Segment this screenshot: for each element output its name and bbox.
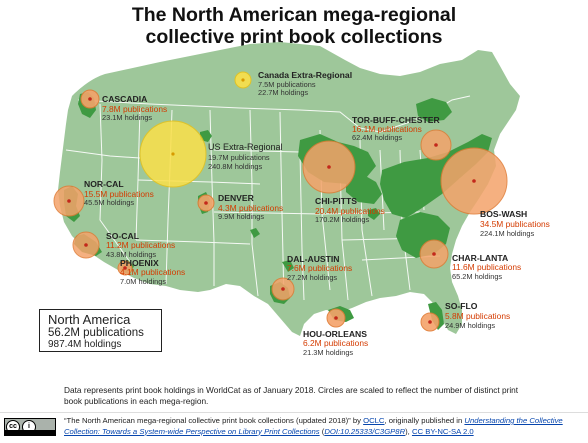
label-norcal-pubs: 15.5M publications xyxy=(84,189,154,199)
label-dalaustin-pubs: 7.6M publications xyxy=(287,263,352,273)
label-charlanta-name: CHAR-LANTA xyxy=(452,253,508,263)
label-soflo-pubs: 5.8M publications xyxy=(445,311,510,321)
map-title: The North American mega-regional collect… xyxy=(0,4,588,48)
label-tbc-holdings: 62.4M holdings xyxy=(352,133,402,142)
label-phoenix-name: PHOENIX xyxy=(120,258,159,268)
label-denver-name: DENVER xyxy=(218,193,255,203)
label-chipitts-name: CHI-PITTS xyxy=(315,196,357,206)
label-socal-holdings: 43.8M holdings xyxy=(106,250,156,259)
label-chipitts-holdings: 170.2M holdings xyxy=(315,215,370,224)
oclc-link[interactable]: OCLC xyxy=(363,416,385,425)
title-line-2: collective print book collections xyxy=(145,26,443,48)
label-houorleans-holdings: 21.3M holdings xyxy=(303,348,353,357)
label-soflo-holdings: 24.9M holdings xyxy=(445,321,495,330)
label-us-extra-name: US Extra-Regional xyxy=(208,142,283,152)
credit-close: ), xyxy=(405,426,412,436)
doi-text: DOI:10.25333/C3GP8R xyxy=(324,426,406,436)
label-phoenix-pubs: 4.1M publications xyxy=(120,267,185,277)
label-tbc-name: TOR-BUFF-CHESTER xyxy=(352,115,440,125)
label-dalaustin-holdings: 27.2M holdings xyxy=(287,273,337,282)
summary-name: North America xyxy=(48,312,131,327)
label-tbc-pubs: 16.1M publications xyxy=(352,124,422,134)
doi-link[interactable]: DOI:10.25333/C3GP8R xyxy=(324,427,405,436)
label-soflo-name: SO-FLO xyxy=(445,301,478,311)
book-title: Understanding the Collective Collection:… xyxy=(64,416,563,436)
label-denver-holdings: 9.9M holdings xyxy=(218,212,264,221)
label-canada-name: Canada Extra-Regional xyxy=(258,70,352,80)
label-cascadia-holdings: 23.1M holdings xyxy=(102,113,152,122)
footer xyxy=(0,412,588,443)
label-canada-pubs: 7.5M publications xyxy=(258,80,316,89)
label-norcal-holdings: 45.5M holdings xyxy=(84,198,134,207)
cc-license-badge[interactable]: cc i xyxy=(4,418,56,436)
credit-open: ( xyxy=(319,426,325,436)
data-note: Data represents print book holdings in W… xyxy=(64,385,519,406)
label-houorleans-name: HOU-ORLEANS xyxy=(303,329,367,339)
region-labels: Canada Extra-Regional 7.5M publications … xyxy=(84,70,550,357)
label-dalaustin-name: DAL-AUSTIN xyxy=(287,254,340,264)
summary-box: North America 56.2M publications 987.4M … xyxy=(39,309,162,352)
label-charlanta-pubs: 11.6M publications xyxy=(452,262,521,272)
label-houorleans-pubs: 6.2M publications xyxy=(303,338,368,348)
summary-holdings: 987.4M holdings xyxy=(48,339,122,350)
credit-mid: , originally published in xyxy=(384,416,465,425)
label-phoenix-holdings: 7.0M holdings xyxy=(120,277,166,286)
book-link[interactable]: Understanding the Collective Collection:… xyxy=(64,416,563,436)
label-chipitts-pubs: 20.4M publications xyxy=(315,206,385,216)
license-badge-bar xyxy=(5,430,55,435)
label-boswash-holdings: 224.1M holdings xyxy=(480,229,535,238)
land-mass xyxy=(58,42,520,336)
credit-text: “The North American mega-regional collec… xyxy=(64,416,584,437)
label-us-extra-holdings: 240.8M holdings xyxy=(208,162,263,171)
title-line-1: The North American mega-regional xyxy=(131,4,457,26)
region-dots xyxy=(67,78,476,324)
label-us-extra-pubs: 19.7M publications xyxy=(208,153,270,162)
label-cascadia-name: CASCADIA xyxy=(102,94,147,104)
credit-quote: “The North American mega-regional collec… xyxy=(64,416,364,425)
label-canada-holdings: 22.7M holdings xyxy=(258,88,308,97)
summary-publications: 56.2M publications xyxy=(48,327,144,339)
label-boswash-pubs: 34.5M publications xyxy=(480,219,550,229)
license-link[interactable]: CC BY-NC-SA 2.0 xyxy=(411,426,474,436)
label-denver-pubs: 4.3M publications xyxy=(218,203,283,213)
label-cascadia-pubs: 7.8M publications xyxy=(102,104,167,114)
label-charlanta-holdings: 65.2M holdings xyxy=(452,272,502,281)
label-socal-pubs: 11.2M publications xyxy=(106,240,175,250)
label-boswash-name: BOS-WASH xyxy=(480,209,527,219)
label-norcal-name: NOR-CAL xyxy=(84,179,124,189)
label-socal-name: SO-CAL xyxy=(106,231,139,241)
